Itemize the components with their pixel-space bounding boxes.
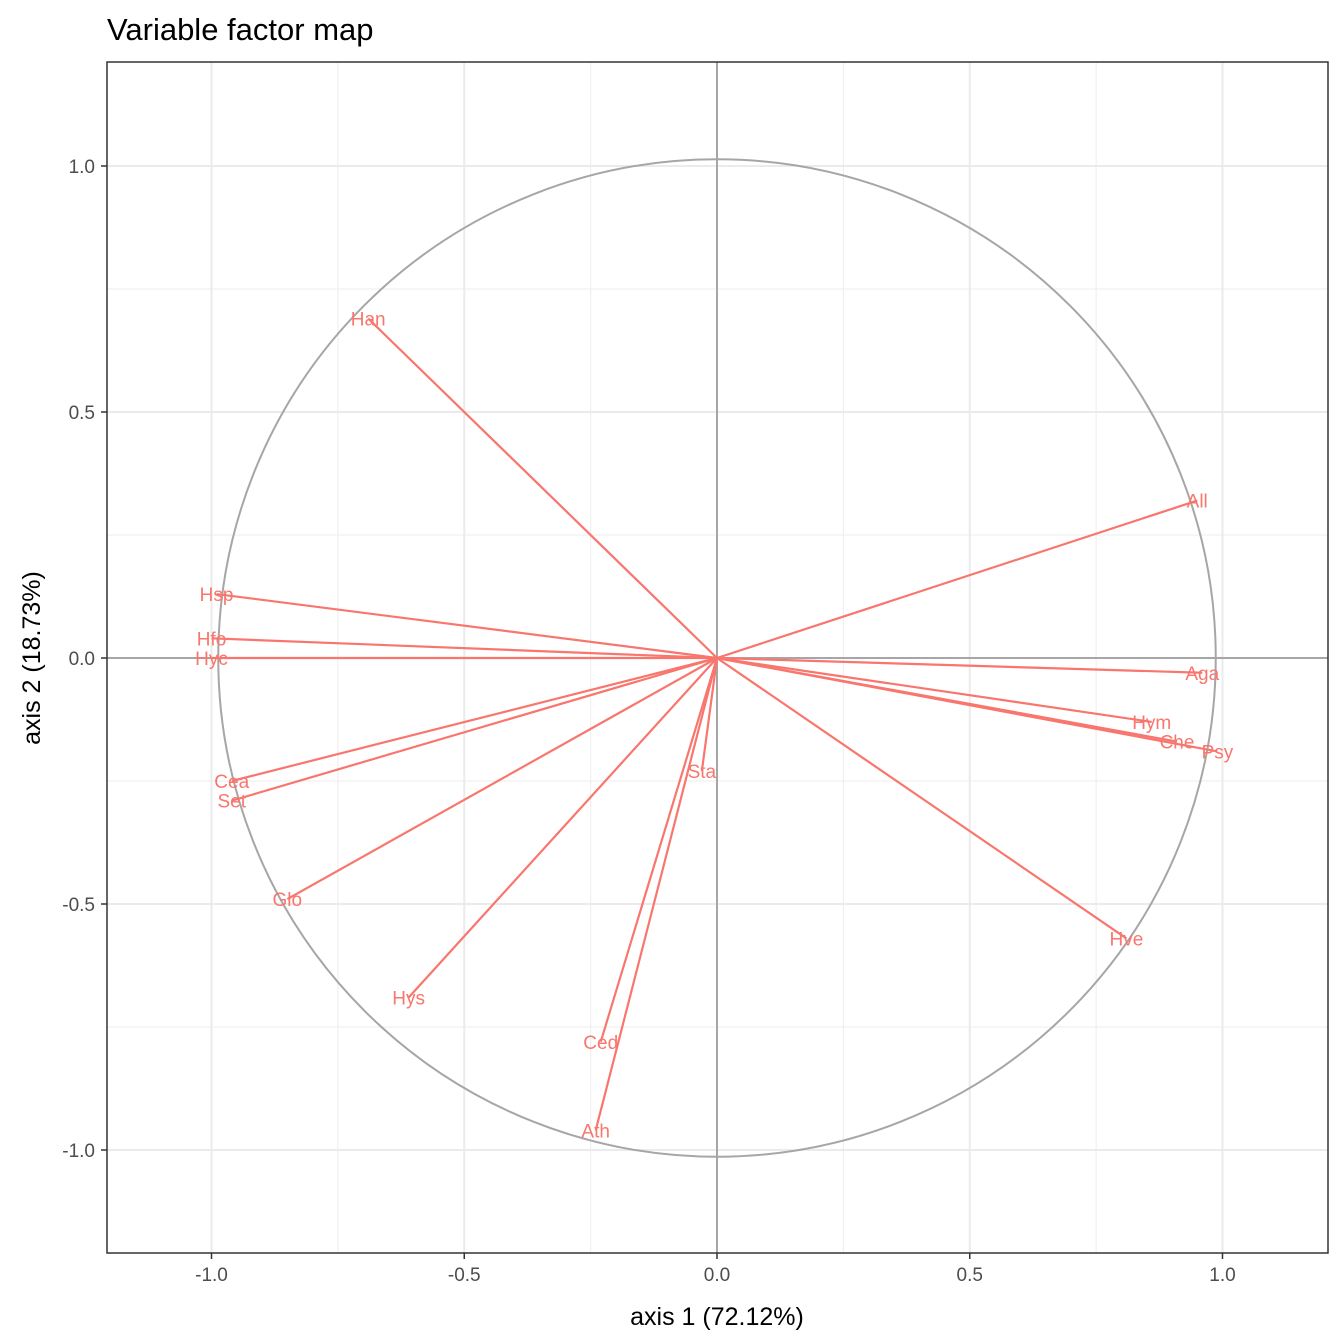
arrow-all — [716, 499, 1198, 660]
y-tick-label: 0.0 — [69, 649, 95, 670]
axis-ticks: -1.0 -0.5 0.0 0.5 1.0 -1.0 -0.5 0.0 0.5 1.0 — [62, 157, 1235, 1286]
arrow-sta — [700, 657, 719, 772]
label-set: Set — [217, 792, 246, 813]
x-tick-label: -1.0 — [195, 1265, 228, 1286]
arrow-hve — [716, 657, 1128, 940]
label-aga: Aga — [1185, 664, 1219, 685]
label-ced: Ced — [583, 1033, 618, 1054]
arrow-ced — [599, 657, 719, 1043]
label-hve: Hve — [1110, 929, 1144, 950]
y-tick-label: 0.5 — [69, 403, 95, 424]
y-tick-label: -1.0 — [62, 1141, 95, 1162]
label-glo: Glo — [273, 890, 303, 911]
arrow-glo — [286, 657, 718, 901]
label-che: Che — [1160, 733, 1195, 754]
arrow-hfo — [211, 637, 718, 660]
arrow-aga — [716, 656, 1203, 674]
x-tick-label: 0.5 — [957, 1265, 983, 1286]
y-tick-label: 1.0 — [69, 157, 95, 178]
arrow-hys — [407, 657, 718, 999]
x-tick-label: 0.0 — [704, 1265, 730, 1286]
label-psy: Psy — [1202, 742, 1234, 763]
y-tick-label: -0.5 — [62, 895, 95, 916]
x-tick-label: 1.0 — [1209, 1265, 1235, 1286]
label-hfo: Hfo — [197, 629, 227, 650]
label-hsp: Hsp — [200, 585, 234, 606]
arrow-hym — [716, 656, 1152, 724]
variable-arrows — [211, 317, 1218, 1131]
label-hym: Hym — [1132, 713, 1171, 734]
arrow-han — [367, 317, 718, 659]
arrow-cea — [231, 656, 718, 783]
label-han: Han — [351, 310, 386, 331]
label-sta: Sta — [688, 762, 717, 783]
arrow-psy — [716, 656, 1218, 753]
arrow-ath — [594, 657, 719, 1131]
chart-title: Variable factor map — [107, 12, 374, 47]
label-ath: Ath — [581, 1121, 610, 1142]
arrow-hsp — [216, 592, 718, 660]
x-axis-title: axis 1 (72.12%) — [630, 1303, 804, 1331]
arrow-set — [231, 656, 718, 802]
label-hyc: Hyc — [195, 649, 228, 670]
label-cea: Cea — [214, 772, 249, 793]
x-tick-label: -0.5 — [448, 1265, 481, 1286]
label-all: All — [1187, 492, 1208, 513]
label-hys: Hys — [392, 988, 425, 1009]
y-axis-title: axis 2 (18.73%) — [18, 571, 46, 745]
